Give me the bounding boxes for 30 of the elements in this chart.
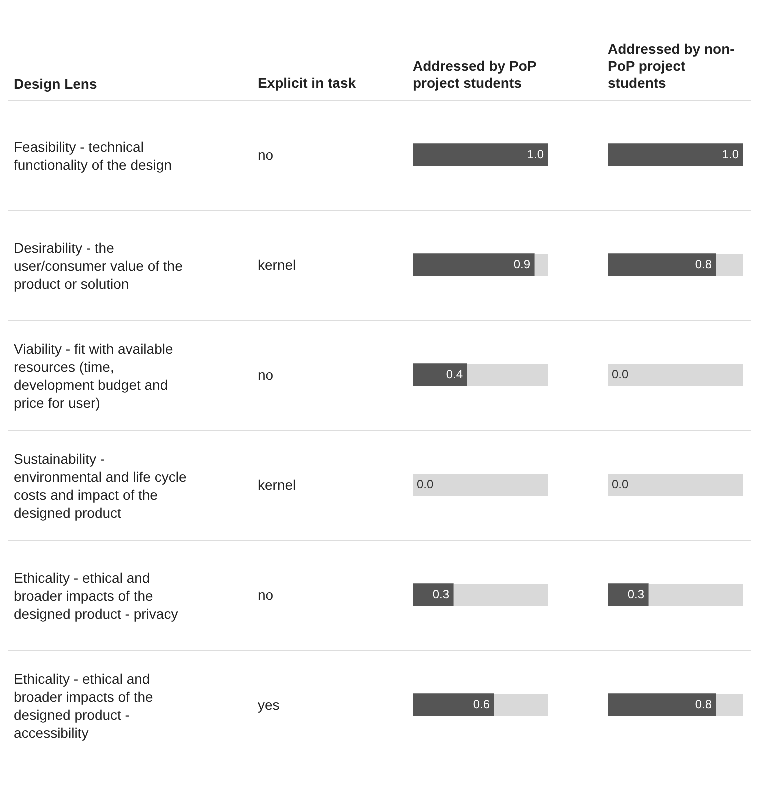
text: no [258,147,274,163]
data-label: 1.0 [722,147,740,162]
data-label: 0.0 [612,477,630,492]
data-label: 0.8 [695,257,712,272]
data-label: 0.4 [446,367,464,382]
bar [413,144,548,166]
text: kernel [258,257,296,273]
y-tick-label: Sustainability - environmental and life cycle costs and impact of the designed product [14,450,188,522]
text: no [258,587,274,603]
y-tick-label: Viability - fit with available resources (time, development budget and price for user) [14,340,174,412]
bar [608,144,743,166]
text: no [258,367,274,383]
text: Explicit in task [258,75,358,92]
y-axis-title: Design Lens [14,76,98,92]
data-label: 0.8 [695,697,712,712]
chart-title: Addressed by PoP project students [413,58,538,92]
data-label: 1.0 [527,147,544,162]
text: kernel [258,477,296,493]
data-label: 0.0 [612,367,630,382]
data-label: 0.0 [417,477,434,492]
data-label: 0.6 [473,697,490,712]
data-label: 0.3 [432,587,450,602]
y-tick-label: Feasibility - technical functionality of the design [14,138,173,174]
text: yes [258,697,280,713]
data-label: 0.3 [628,587,645,602]
y-tick-label: Ethicality - ethical and broader impacts of the designed product - privacy [14,569,180,623]
y-tick-label: Ethicality - ethical and broader impacts of the designed product - accessibility [14,670,154,742]
chart-title: Addressed by non-PoP project students [608,41,736,92]
data-label: 0.9 [514,257,531,272]
y-tick-label: Desirability - the user/consumer value of the product or solution [14,239,184,293]
